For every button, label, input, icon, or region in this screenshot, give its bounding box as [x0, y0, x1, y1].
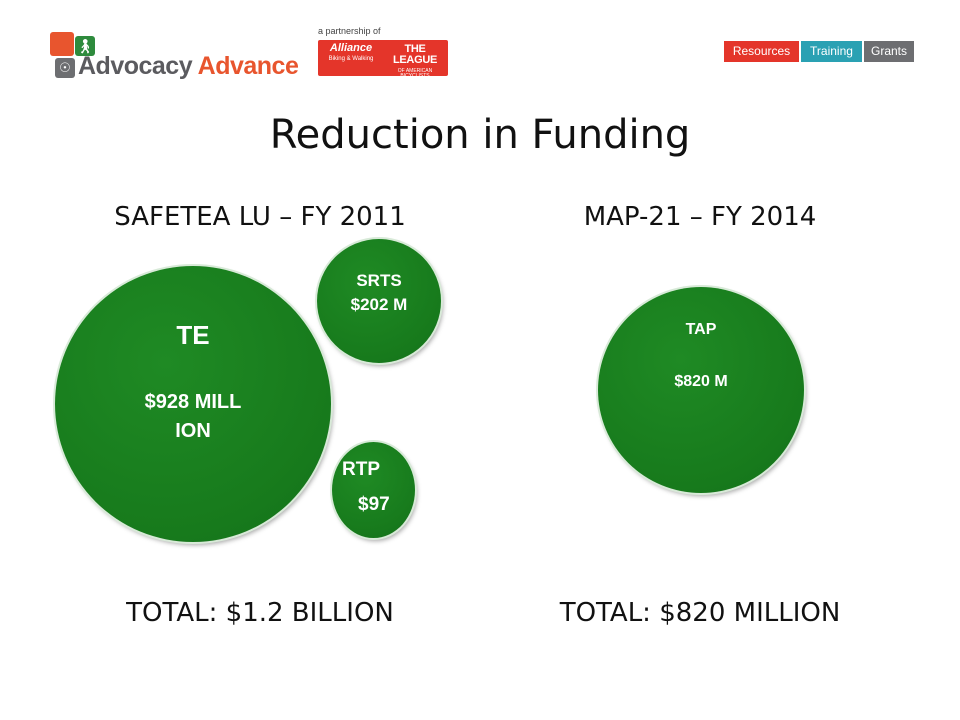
srts-value: $202 M: [350, 295, 408, 314]
left-heading: SAFETEA LU – FY 2011: [114, 202, 406, 232]
slide-title: Reduction in Funding: [269, 112, 691, 158]
te-bubble: TE $928 MILLION: [55, 266, 331, 542]
pedestrian-icon: 🚶︎: [75, 36, 95, 56]
right-heading: MAP-21 – FY 2014: [583, 202, 817, 232]
logo-wordmark: Advocacy Advance: [78, 52, 299, 80]
te-value: $928 MILLION: [144, 391, 242, 442]
rtp-label: RTP: [342, 459, 380, 480]
tap-value: $820 M: [674, 373, 728, 390]
nav-grants[interactable]: Grants: [863, 40, 915, 63]
alliance-logo: Alliance Biking & Walking: [328, 42, 374, 63]
partner-logos: Alliance Biking & Walking THE LEAGUE OF …: [318, 40, 448, 79]
te-label: TE: [176, 320, 210, 350]
tap-bubble: TAP $820 M: [598, 287, 804, 493]
top-nav: Resources Training Grants: [723, 40, 915, 63]
nav-training[interactable]: Training: [800, 40, 863, 63]
bicycle-icon: ☉: [55, 58, 75, 78]
logo-mark-icon: 🚶︎ ☉: [50, 32, 100, 80]
partnership-caption: a partnership of: [318, 26, 381, 36]
nav-resources[interactable]: Resources: [723, 40, 800, 63]
right-total: TOTAL: $820 MILLION: [559, 598, 841, 628]
srts-bubble: SRTS $202 M: [317, 239, 441, 363]
advocacy-advance-logo[interactable]: 🚶︎ ☉ Advocacy Advance a partnership of A…: [50, 26, 460, 82]
rtp-value: $97: [358, 494, 390, 515]
left-total: TOTAL: $1.2 BILLION: [126, 598, 394, 628]
srts-label: SRTS: [356, 271, 402, 290]
tap-label: TAP: [685, 321, 717, 338]
rtp-bubble: RTP $97: [332, 442, 415, 538]
league-logo: THE LEAGUE OF AMERICAN BICYCLISTS: [392, 43, 438, 79]
